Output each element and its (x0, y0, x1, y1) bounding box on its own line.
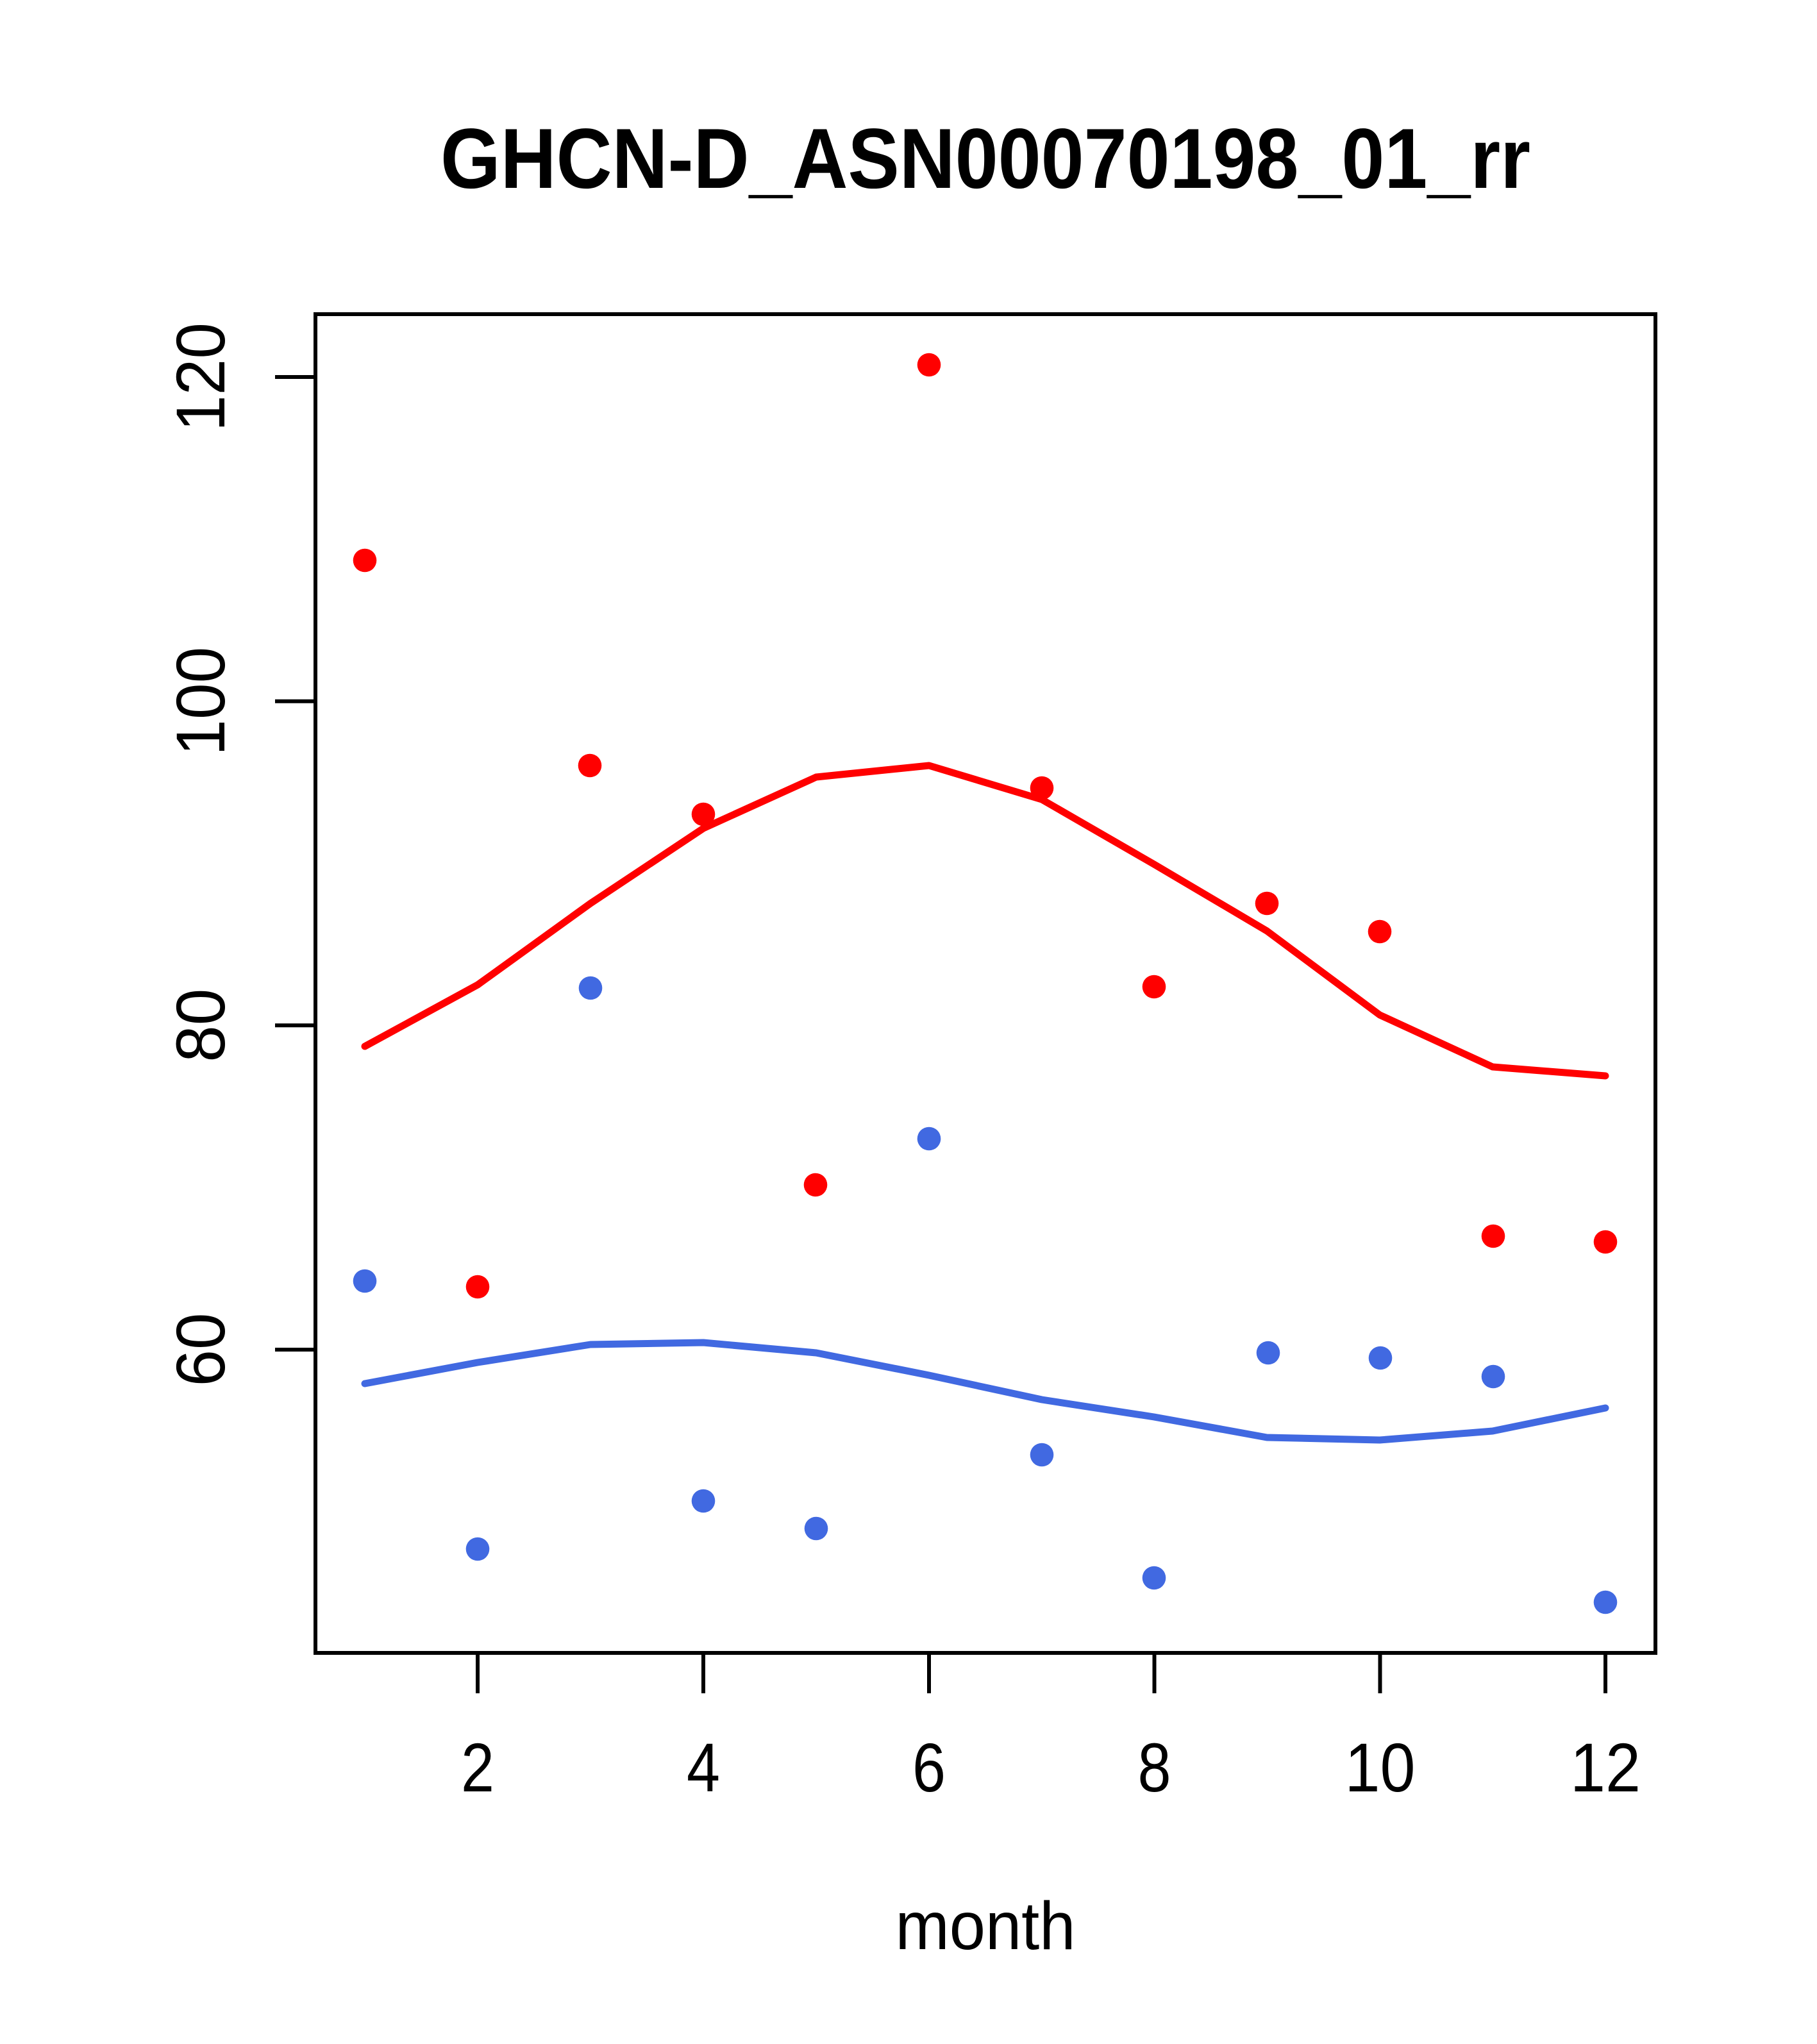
svg-text:2: 2 (461, 1729, 494, 1806)
svg-text:60: 60 (162, 1313, 239, 1387)
svg-text:6: 6 (912, 1729, 946, 1806)
svg-text:month: month (896, 1888, 1076, 1964)
svg-text:80: 80 (162, 989, 239, 1062)
svg-text:100: 100 (162, 647, 239, 756)
svg-text:GHCN-D_ASN00070198_01_rr: GHCN-D_ASN00070198_01_rr (440, 112, 1530, 206)
svg-text:12: 12 (1570, 1729, 1641, 1806)
svg-text:4: 4 (687, 1729, 720, 1806)
svg-text:8: 8 (1138, 1729, 1171, 1806)
svg-text:120: 120 (162, 323, 239, 431)
svg-text:10: 10 (1345, 1729, 1416, 1806)
